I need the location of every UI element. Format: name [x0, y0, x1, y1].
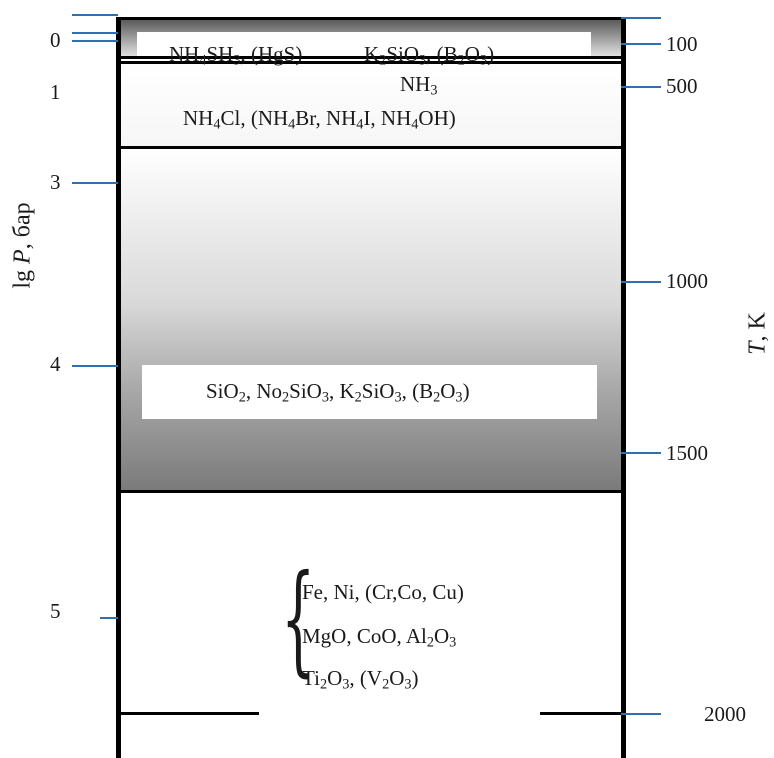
left-axis-title: lg P, бар: [10, 191, 37, 301]
right-tick-label-1500: 1500: [666, 441, 708, 465]
right-axis-title-var: T: [744, 341, 771, 355]
right-tick-label-2000: 2000: [704, 702, 746, 726]
middle-layer-text: SiO2, No2SiO3, K2SiO3, (B2O3): [206, 379, 470, 406]
left-tick-0c: [72, 40, 118, 42]
top-label-box: [137, 32, 591, 58]
left-tick-5: [100, 617, 118, 619]
top-layer-text-1a: NH4SH3, (HgS): [169, 42, 303, 69]
upper-layer-top-line: [116, 61, 626, 64]
left-tick-3: [72, 182, 118, 184]
right-axis-title-unit: , K: [744, 312, 771, 342]
left-tick-0a: [72, 14, 118, 16]
bottom-line-left: [116, 712, 259, 715]
left-axis-title-var: P: [9, 249, 36, 264]
middle-cloud-layer: [121, 148, 621, 491]
upper-layer-fill: [121, 62, 621, 148]
left-tick-label-1: 1: [50, 80, 61, 104]
top-border-line: [116, 17, 626, 20]
upper-layer-bottom-line: [116, 146, 626, 149]
left-tick-4: [72, 365, 118, 367]
right-tick-500: [621, 86, 661, 88]
top-layer-boundary: [116, 56, 626, 59]
left-tick-label-0: 0: [50, 28, 61, 52]
right-axis-title: T, K: [745, 304, 772, 364]
right-tick-1000: [621, 281, 661, 283]
bottom-layer-text-3: Ti2O3, (V2O3): [302, 666, 419, 693]
left-axis-title-unit: , бар: [9, 202, 36, 250]
right-frame-line: [621, 20, 626, 758]
top-layer-text-3: NH4Cl, (NH4Br, NH4I, NH4OH): [183, 106, 456, 133]
bottom-line-right: [540, 712, 626, 715]
right-tick-top: [621, 17, 661, 19]
top-layer-text-1b: K2SiO3, (B2O3): [364, 42, 495, 69]
right-tick-2000: [621, 713, 661, 715]
left-tick-label-4: 4: [50, 352, 61, 376]
right-tick-label-100: 100: [666, 32, 698, 56]
middle-layer-bottom-line: [116, 490, 626, 493]
top-layer-text-2: NH3: [400, 72, 438, 99]
bottom-layer-brace: {: [281, 550, 316, 689]
left-tick-label-5: 5: [50, 599, 61, 623]
right-tick-label-1000: 1000: [666, 269, 708, 293]
right-tick-label-500: 500: [666, 74, 698, 98]
bottom-layer-text-2: MgO, CoO, Al2O3: [302, 624, 457, 651]
middle-label-box: [142, 365, 597, 419]
left-tick-0b: [72, 32, 118, 34]
right-tick-1500: [621, 452, 661, 454]
right-tick-100: [621, 43, 661, 45]
left-tick-label-3: 3: [50, 170, 61, 194]
bottom-layer-text-1: Fe, Ni, (Cr,Co, Cu): [302, 580, 464, 604]
left-axis-title-prefix: lg: [9, 263, 36, 289]
left-frame-line: [116, 20, 121, 758]
